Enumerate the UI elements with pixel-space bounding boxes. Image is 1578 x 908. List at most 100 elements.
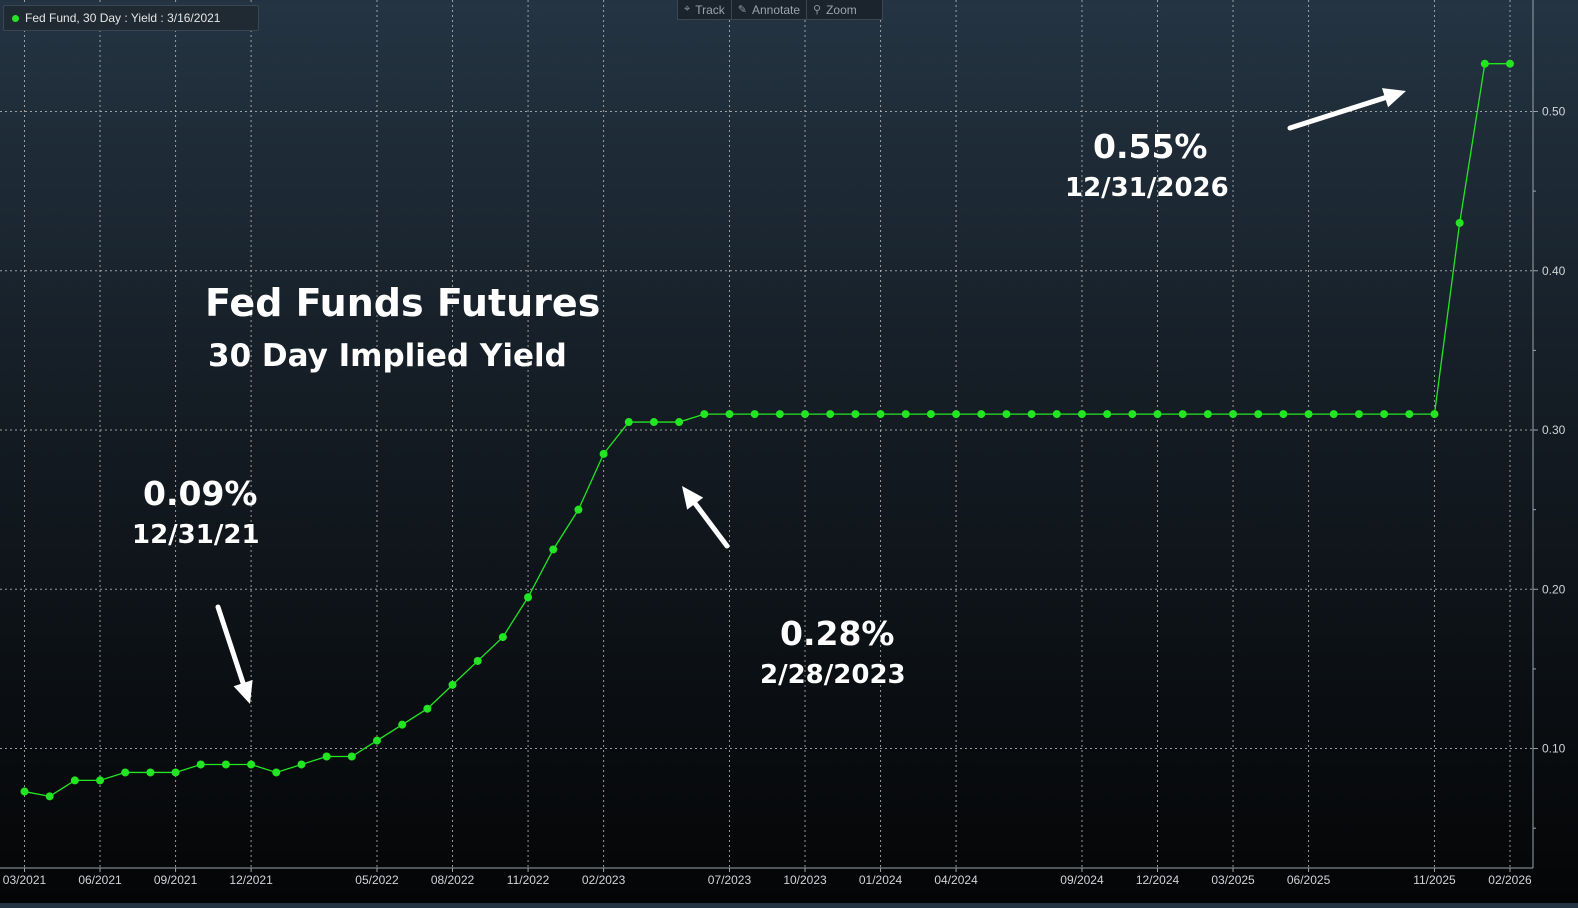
- annotation-value-2021: 0.09%: [143, 474, 258, 513]
- series-line: [24, 63, 1510, 798]
- arrow-2021-icon: [215, 604, 253, 704]
- data-point: [826, 410, 835, 419]
- data-point: [1304, 410, 1313, 419]
- data-point: [121, 768, 130, 777]
- arrow-shaft: [1287, 95, 1388, 131]
- arrow-shaft: [215, 604, 246, 686]
- data-point: [171, 768, 180, 777]
- y-tick-label: 0.20: [1542, 582, 1566, 596]
- x-tick-label: 12/2021: [229, 873, 273, 887]
- x-tick-label: 02/2023: [582, 873, 626, 887]
- annotate-label: Annotate: [751, 2, 801, 17]
- y-tick-label: 0.10: [1542, 742, 1566, 756]
- data-point: [801, 410, 810, 419]
- data-point: [851, 410, 860, 419]
- data-point: [649, 418, 658, 427]
- data-point: [1178, 410, 1187, 419]
- data-point: [473, 656, 482, 665]
- x-tick-label: 06/2021: [78, 873, 122, 887]
- data-point: [347, 752, 356, 761]
- chart-title: Fed Funds Futures: [205, 281, 601, 325]
- data-point: [1380, 410, 1389, 419]
- series-legend[interactable]: Fed Fund, 30 Day : Yield : 3/16/2021: [3, 5, 259, 31]
- x-tick-label: 09/2024: [1060, 873, 1104, 887]
- data-point: [1027, 410, 1036, 419]
- data-point: [1052, 410, 1061, 419]
- x-tick-label: 03/2021: [3, 873, 47, 887]
- chart-toolbar: ⌖ Track ✎ Annotate ⚲ Zoom: [677, 0, 883, 20]
- x-tick-label: 08/2022: [431, 873, 475, 887]
- data-point: [221, 760, 230, 769]
- data-point: [1203, 410, 1212, 419]
- data-point: [70, 776, 79, 785]
- data-point: [146, 768, 155, 777]
- data-point: [775, 410, 784, 419]
- data-point: [1153, 410, 1162, 419]
- data-point: [1077, 410, 1086, 419]
- data-point: [1430, 410, 1439, 419]
- data-point: [448, 680, 457, 689]
- x-tick-label: 04/2024: [934, 873, 978, 887]
- data-point: [926, 410, 935, 419]
- data-point: [20, 787, 29, 796]
- annotation-value-2023: 0.28%: [780, 614, 895, 653]
- annotation-date-2021: 12/31/21: [132, 520, 260, 550]
- x-tick-label: 06/2025: [1287, 873, 1331, 887]
- track-button[interactable]: ⌖ Track: [678, 0, 731, 19]
- data-point: [398, 720, 407, 729]
- data-point: [750, 410, 759, 419]
- data-point: [549, 545, 558, 554]
- data-point: [297, 760, 306, 769]
- data-point: [196, 760, 205, 769]
- data-point: [876, 410, 885, 419]
- arrow-shaft: [692, 501, 730, 549]
- arrow-head: [682, 486, 704, 510]
- data-point: [1506, 59, 1514, 68]
- x-tick-label: 11/2025: [1413, 873, 1456, 887]
- arrow-2023-icon: [682, 486, 730, 549]
- x-tick-label: 10/2023: [783, 873, 827, 887]
- data-point: [1455, 218, 1464, 227]
- arrow-2026-icon: [1287, 88, 1406, 131]
- chart-subtitle: 30 Day Implied Yield: [208, 338, 567, 374]
- pencil-icon: ✎: [737, 4, 747, 16]
- data-point: [675, 418, 684, 427]
- zoom-button[interactable]: ⚲ Zoom: [806, 0, 863, 19]
- zoom-label: Zoom: [826, 2, 857, 17]
- data-point: [423, 704, 432, 713]
- data-point: [599, 449, 608, 458]
- data-point: [574, 505, 583, 514]
- y-tick-label: 0.50: [1542, 104, 1566, 118]
- data-point: [1128, 410, 1137, 419]
- data-point: [272, 768, 281, 777]
- data-point: [372, 736, 381, 745]
- y-tick-label: 0.40: [1542, 264, 1566, 278]
- annotate-button[interactable]: ✎ Annotate: [730, 0, 806, 19]
- data-point: [977, 410, 986, 419]
- track-label: Track: [695, 2, 725, 17]
- magnifier-icon: ⚲: [813, 4, 822, 16]
- data-point: [498, 633, 507, 642]
- x-tick-label: 01/2024: [859, 873, 903, 887]
- data-point: [247, 760, 256, 769]
- x-tick-label: 03/2025: [1211, 873, 1255, 887]
- data-point: [524, 593, 533, 602]
- data-point: [1329, 410, 1338, 419]
- data-point: [45, 792, 54, 801]
- data-point: [725, 410, 734, 419]
- annotation-date-2026: 12/31/2026: [1065, 173, 1229, 203]
- data-point: [1480, 59, 1489, 68]
- data-point: [1354, 410, 1363, 419]
- data-point: [952, 410, 961, 419]
- legend-label: Fed Fund, 30 Day : Yield : 3/16/2021: [25, 11, 221, 25]
- annotation-value-2026: 0.55%: [1093, 127, 1208, 166]
- data-point: [1279, 410, 1288, 419]
- data-point: [700, 410, 709, 419]
- data-point: [1229, 410, 1238, 419]
- x-tick-label: 02/2026: [1488, 873, 1532, 887]
- data-point: [322, 752, 331, 761]
- x-tick-label: 11/2022: [507, 873, 550, 887]
- x-tick-label: 07/2023: [708, 873, 752, 887]
